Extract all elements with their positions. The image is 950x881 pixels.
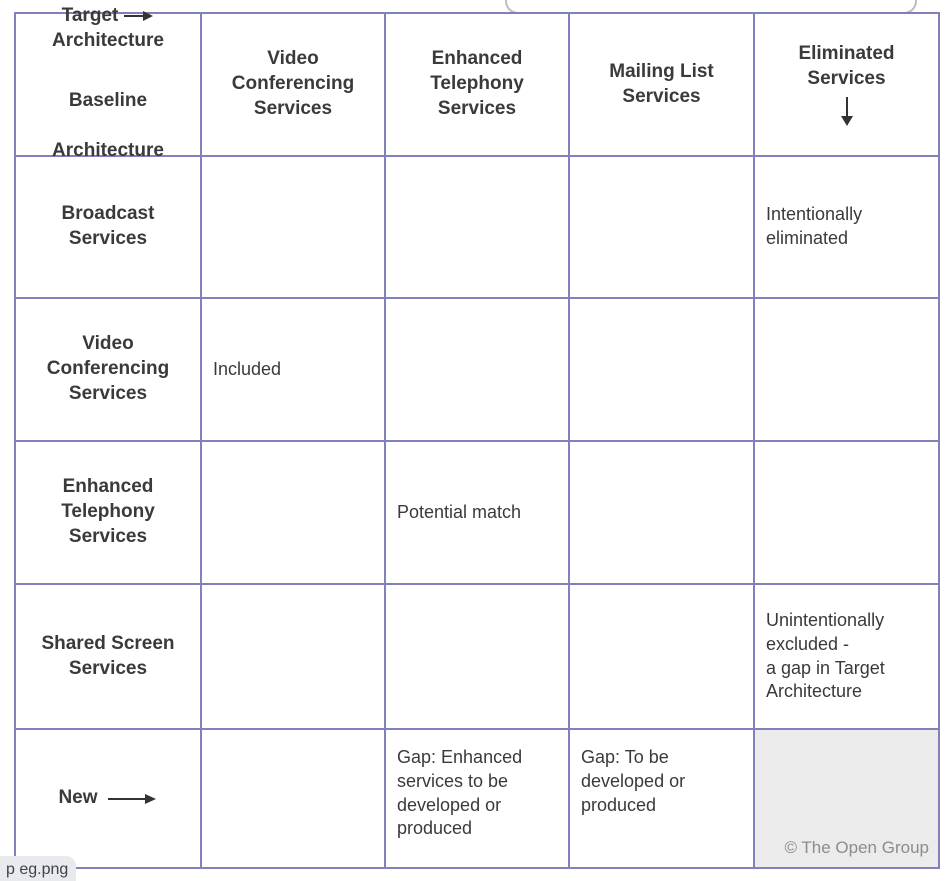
- column-header-mailing-list-services: Mailing List Services: [570, 14, 753, 155]
- cell-unintentionally-excluded: Unintentionally excluded - a gap in Targ…: [755, 585, 938, 728]
- cell-copyright: © The Open Group: [755, 730, 938, 867]
- status-bubble: p eg.png: [0, 856, 76, 881]
- corner-header-cell: Target Architecture Baseline Architectur…: [16, 5, 200, 161]
- table-cell-empty: [570, 442, 753, 583]
- column-header-eliminated-services: Eliminated Services: [755, 14, 938, 155]
- cell-potential-match: Potential match: [386, 442, 568, 583]
- table-cell-empty: [570, 157, 753, 297]
- cell-intentionally-eliminated: Intentionally eliminated: [755, 157, 938, 297]
- table-cell-empty: [202, 442, 384, 583]
- corner-baseline-label-2: Architecture: [52, 139, 164, 161]
- table-cell-empty: [202, 157, 384, 297]
- row-header-label: New: [58, 787, 98, 809]
- row-header-video-conferencing-services: Video Conferencing Services: [16, 299, 200, 440]
- table-cell-empty: [755, 299, 938, 440]
- corner-target-label-2: Architecture: [52, 30, 164, 52]
- column-header-label: Mailing List Services: [609, 60, 714, 107]
- row-header-label: Broadcast Services: [61, 203, 155, 249]
- row-header-broadcast-services: Broadcast Services: [16, 157, 200, 297]
- column-header-label: Enhanced Telephony Services: [430, 48, 524, 119]
- table-cell-empty: [386, 585, 568, 728]
- row-header-new: New: [16, 730, 200, 867]
- column-header-enhanced-telephony-services: Enhanced Telephony Services: [386, 14, 568, 155]
- long-right-arrow-icon: [107, 793, 156, 804]
- right-arrow-icon: [124, 10, 154, 21]
- cell-gap-to-be-developed: Gap: To be developed or produced: [570, 730, 753, 867]
- table-cell-empty: [386, 157, 568, 297]
- table-cell-empty: [202, 585, 384, 728]
- row-header-shared-screen-services: Shared Screen Services: [16, 585, 200, 728]
- status-bubble-text: p eg.png: [6, 861, 69, 878]
- row-header-enhanced-telephony-services: Enhanced Telephony Services: [16, 442, 200, 583]
- row-header-label: Video Conferencing Services: [46, 333, 170, 404]
- down-arrow-icon: [840, 96, 853, 126]
- corner-target-label: Target: [61, 5, 119, 27]
- table-cell-empty: [202, 730, 384, 867]
- copyright-text: © The Open Group: [784, 837, 929, 857]
- table-cell-empty: [755, 442, 938, 583]
- row-header-label: Shared Screen Services: [41, 632, 175, 679]
- column-header-label: Eliminated Services: [798, 43, 895, 89]
- corner-baseline-label: Baseline: [68, 89, 148, 111]
- row-header-label: Enhanced Telephony Services: [61, 476, 155, 547]
- column-header-video-conferencing-services: Video Conferencing Services: [202, 14, 384, 155]
- gap-analysis-matrix: Target Architecture Baseline Architectur…: [14, 5, 940, 869]
- cell-gap-enhanced-services: Gap: Enhanced services to be developed o…: [386, 730, 568, 867]
- column-header-label: Video Conferencing Services: [231, 48, 355, 119]
- table-cell-empty: [386, 299, 568, 440]
- cell-included: Included: [202, 299, 384, 440]
- table-cell-empty: [570, 299, 753, 440]
- table-cell-empty: [570, 585, 753, 728]
